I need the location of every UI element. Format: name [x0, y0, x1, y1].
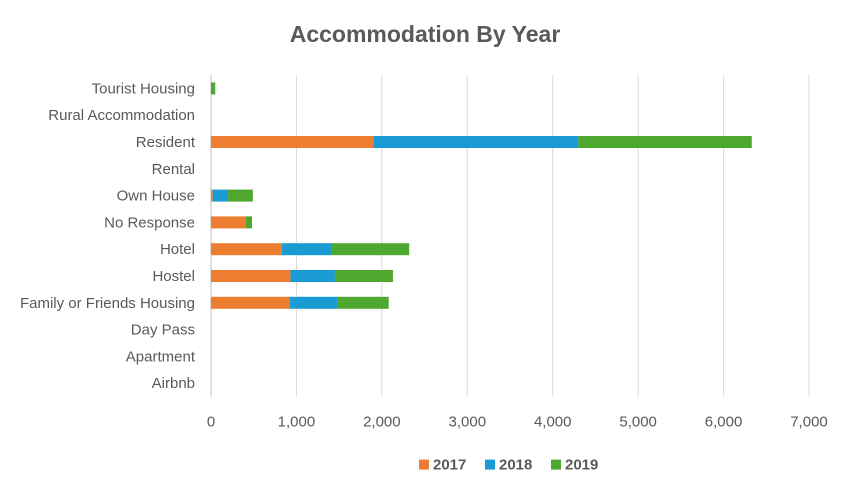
- x-tick-labels: 0 1,000 2,000 3,000 4,000 5,000 6,000 7,000: [207, 414, 828, 431]
- bar-segment: [211, 270, 291, 282]
- category-label: No Response: [104, 214, 195, 231]
- x-tick-label: 4,000: [534, 414, 572, 431]
- x-tick-label: 6,000: [705, 414, 743, 431]
- bars: [211, 82, 752, 309]
- bar-segment: [281, 243, 332, 256]
- bar-segment: [212, 189, 229, 202]
- bar-segment: [228, 189, 253, 202]
- gridlines: [210, 75, 810, 397]
- legend-label: 2018: [499, 457, 532, 474]
- bar-segment: [337, 296, 389, 309]
- bar-segment: [211, 82, 216, 95]
- category-label: Hotel: [160, 241, 195, 258]
- category-label: Apartment: [126, 348, 196, 365]
- category-label: Rental: [152, 161, 195, 178]
- bar-segment: [331, 243, 410, 256]
- category-label: Tourist Housing: [92, 80, 195, 97]
- bar-segment: [211, 296, 290, 309]
- x-tick-label: 7,000: [790, 414, 828, 431]
- bar-segment: [211, 216, 247, 229]
- bar-segment: [211, 189, 213, 202]
- bar-segment: [289, 296, 338, 309]
- bar-segment: [578, 136, 752, 148]
- x-tick-label: 0: [207, 414, 215, 431]
- category-label: Hostel: [152, 268, 195, 285]
- category-label: Resident: [136, 134, 196, 151]
- category-labels: Airbnb Apartment Day Pass Family or Friends…: [20, 80, 196, 392]
- x-tick-label: 1,000: [278, 414, 316, 431]
- legend-label: 2019: [565, 457, 598, 474]
- legend-swatch: [419, 459, 429, 470]
- bar-segment: [334, 270, 393, 282]
- legend-swatch: [485, 459, 495, 470]
- chart-title: Accommodation By Year: [290, 21, 561, 47]
- bar-segment: [211, 136, 374, 148]
- x-tick-label: 3,000: [449, 414, 487, 431]
- legend-label: 2017: [433, 457, 466, 474]
- category-label: Rural Accommodation: [48, 107, 195, 124]
- category-label: Airbnb: [152, 375, 195, 392]
- category-label: Day Pass: [131, 322, 195, 339]
- bar-segment: [373, 136, 579, 148]
- bar-segment: [211, 243, 282, 256]
- category-label: Own House: [117, 188, 195, 205]
- bar-segment: [246, 216, 253, 229]
- x-tick-label: 5,000: [619, 414, 657, 431]
- legend: 2017 2018 2019: [419, 457, 598, 474]
- bar-segment: [290, 270, 335, 282]
- legend-swatch: [551, 459, 561, 470]
- category-label: Family or Friends Housing: [20, 295, 195, 312]
- x-tick-label: 2,000: [363, 414, 401, 431]
